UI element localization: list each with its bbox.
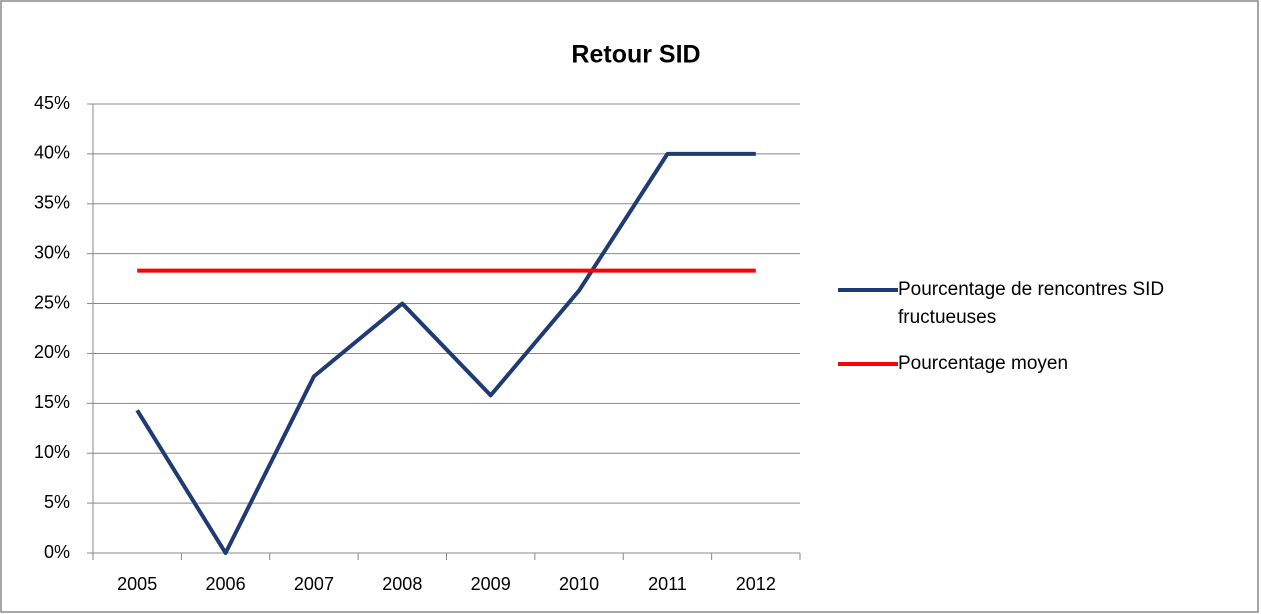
legend-label: Pourcentage de rencontres SID fructueuse… — [898, 279, 1165, 328]
x-tick-label: 2009 — [471, 574, 511, 594]
y-tick-label: 45% — [34, 93, 70, 113]
line-series — [135, 151, 756, 555]
chart-title: Retour SID — [571, 41, 700, 69]
y-tick-label: 25% — [34, 292, 70, 312]
x-tick-label: 2011 — [648, 574, 687, 594]
legend-swatch — [838, 288, 898, 292]
x-tick-label: 2006 — [206, 574, 246, 594]
x-tick-label: 2005 — [117, 574, 157, 594]
y-tick-label: 30% — [34, 242, 70, 262]
x-tick-label: 2007 — [294, 574, 334, 594]
y-tick-label: 0% — [44, 542, 70, 562]
y-tick-label: 10% — [34, 442, 70, 462]
y-tick-label: 15% — [34, 392, 70, 412]
legend: Pourcentage de rencontres SID fructueuse… — [838, 276, 1238, 396]
x-tick-label: 2010 — [559, 574, 599, 594]
legend-entry: Pourcentage de rencontres SID fructueuse… — [838, 276, 1238, 332]
x-tick-label: 2012 — [736, 574, 776, 594]
y-tick-label: 35% — [34, 193, 70, 213]
legend-swatch — [838, 362, 898, 366]
y-tick-label: 5% — [44, 492, 70, 512]
x-tick-label: 2008 — [382, 574, 422, 594]
y-tick-label: 20% — [34, 342, 70, 362]
y-tick-label: 40% — [34, 143, 70, 163]
legend-entry: Pourcentage moyen — [838, 350, 1238, 378]
legend-label: Pourcentage moyen — [898, 353, 1069, 374]
